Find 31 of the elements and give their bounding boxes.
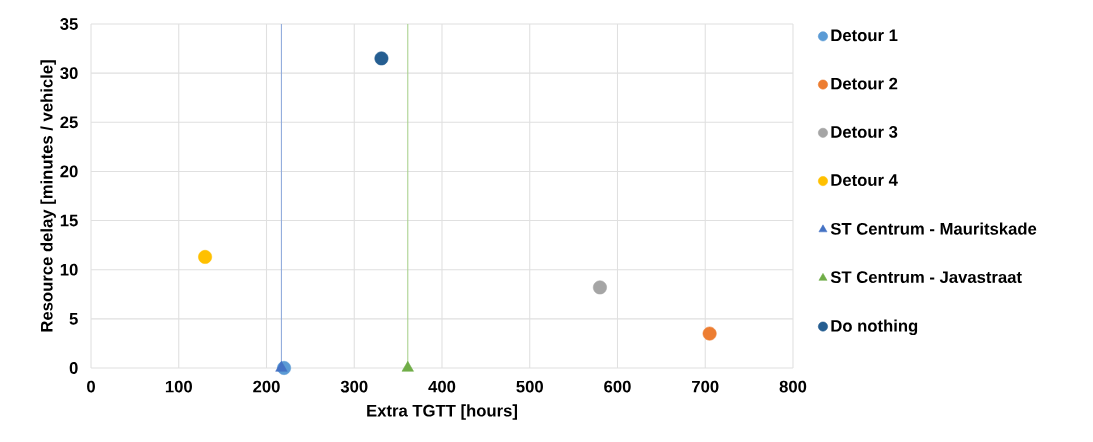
legend-label: Do nothing — [831, 319, 918, 336]
y-tick-label: 5 — [69, 313, 78, 325]
y-tick-label: 10 — [60, 263, 78, 276]
legend-label: Detour 2 — [831, 77, 898, 90]
legend-label: ST Centrum - Javastraat — [830, 271, 1022, 284]
x-tick-label: 600 — [604, 380, 631, 393]
y-tick-label: 25 — [60, 116, 78, 129]
point — [702, 326, 717, 341]
y-tick-label: 0 — [69, 362, 78, 374]
x-tick-label: 700 — [692, 380, 719, 393]
y-tick-label: 30 — [60, 67, 78, 80]
x-tick-label: 200 — [253, 380, 280, 393]
point — [593, 280, 607, 295]
legend-label: Detour 1 — [831, 29, 898, 42]
y-axis-title: Resource delay [minutes / vehicle] — [40, 60, 56, 332]
x-tick-label: 400 — [428, 380, 456, 393]
legend-label: Detour 4 — [831, 174, 898, 186]
point — [198, 249, 213, 264]
y-tick-label: 15 — [60, 214, 78, 227]
point — [374, 51, 389, 66]
x-tick-label: 500 — [516, 380, 543, 393]
x-axis-title: Extra TGTT [hours] — [367, 404, 517, 420]
legend-label: ST Centrum - Mauritskade — [830, 222, 1037, 235]
y-tick-label: 20 — [60, 165, 78, 178]
x-tick-label: 0 — [87, 380, 95, 393]
y-tick-label: 35 — [60, 18, 78, 30]
legend-label: Detour 3 — [831, 126, 898, 138]
x-tick-label: 300 — [340, 380, 368, 393]
x-tick-label: 100 — [165, 380, 192, 393]
point — [401, 361, 414, 372]
x-tick-label: 800 — [779, 380, 807, 393]
